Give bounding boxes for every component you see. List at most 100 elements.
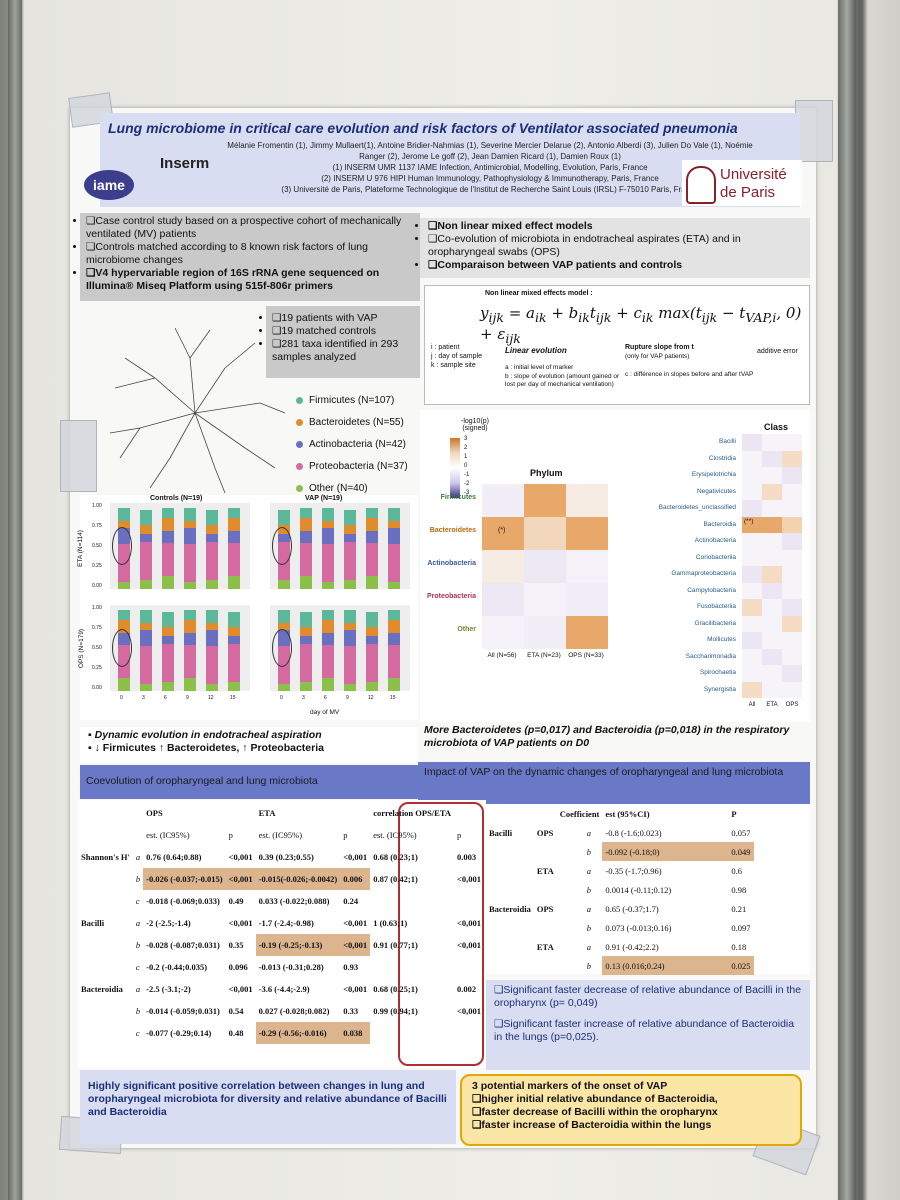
table-cell: [534, 842, 557, 861]
affiliation: (1) INSERM UMR 1137 IAME Infection, Anti…: [332, 163, 648, 172]
iame-logo: iame: [84, 170, 134, 200]
legend-dot-icon: [296, 396, 303, 404]
table-cell: -0.015(-0.026;-0.0042): [255, 868, 341, 890]
finding-item: Significant faster increase of relative …: [494, 1018, 802, 1044]
stacked-bar-segment: [300, 543, 312, 576]
stacked-bar-segment: [278, 510, 290, 525]
table-cell: 1 (0.63;1): [373, 918, 408, 928]
table-subheader: p: [343, 830, 348, 840]
author-list: Mélanie Fromentin (1), Jimmy Mullaert(1)…: [227, 141, 753, 161]
stacked-bar-segment: [162, 531, 174, 543]
bacteroidetes-finding: More Bacteroidetes (p=0,017) and Bactero…: [424, 724, 790, 749]
legend-label: Bacteroidetes (N=55): [309, 417, 404, 428]
table-cell: c: [135, 896, 140, 906]
table-cell: 0.057: [731, 827, 751, 838]
table-row: c -0.2 (-0.44;0.035) 0.096 -0.013 (-0.31;0.…: [78, 956, 484, 978]
table-subheader-row: est. (IC95%) p est. (IC95%) p est. (IC95%) p: [78, 824, 484, 846]
table-row: ETA a -0.35 (-1.7;0.96) 0.6: [486, 861, 754, 880]
stacked-bar-segment: [228, 636, 240, 644]
legend-label: Actinobacteria (N=42): [309, 439, 406, 450]
table-row: Shannon's H' a 0.76 (0.64;0.88) <0,001 0.39 …: [78, 846, 484, 868]
table-cell: 0.049: [728, 842, 754, 861]
stacked-bar-segment: [140, 510, 152, 525]
table-cell: -1.7 (-2.4;-0.98): [258, 918, 314, 928]
table-cell: <0,001: [225, 868, 256, 890]
impact-table: Coefficient est (95%CI) P Bacilli OPS a -0.8 (…: [486, 804, 754, 975]
stacked-bar-segment: [278, 623, 290, 630]
table-cell: -0.8 (-1.6;0.023): [605, 827, 662, 838]
table-cell: <0,001: [457, 1006, 481, 1016]
table-row: b -0.092 (-0.18;0) 0.049: [486, 842, 754, 861]
inserm-logo: Inserm: [160, 155, 210, 172]
model-note-j: j : day of sample: [431, 353, 482, 360]
stacked-bar-segment: [140, 630, 152, 646]
authors: Mélanie Fromentin (1), Jimmy Mullaert(1)…: [220, 140, 760, 195]
phylum-column-label: ETA (N=23): [527, 652, 561, 659]
x-tick: 9: [346, 695, 349, 701]
class-label: Fusobacteriia: [696, 603, 736, 610]
class-heat-cell: [762, 500, 782, 517]
table-header: [454, 802, 484, 824]
class-heat-cell: [742, 549, 762, 566]
table-cell: 0.006: [340, 868, 371, 890]
stacked-bar-segment: [322, 544, 334, 582]
stacked-bar-segment: [228, 518, 240, 531]
poster-title: Lung microbiome in critical care evoluti…: [108, 120, 738, 136]
table-cell: -0.013 (-0.31;0.28): [258, 962, 324, 972]
table-cell: b: [586, 884, 591, 895]
table-cell: 0.91 (0.77;1): [373, 940, 418, 950]
table-header: [226, 802, 256, 824]
class-heat-cell: [782, 582, 802, 599]
phylum-heat-cell: [482, 550, 524, 583]
class-heat-cell: [782, 566, 802, 583]
table-cell: 0.003: [457, 852, 477, 862]
coevolution-table: OPS ETA correlation OPS/ETA est. (IC95%) p es…: [78, 802, 484, 1044]
table-cell: Bacilli: [81, 918, 105, 928]
table-cell: 0.49: [228, 896, 244, 906]
table-cell: b: [135, 1006, 141, 1016]
y-tick: 0.75: [92, 625, 102, 631]
right-metal-rail: [838, 0, 856, 1200]
highlight-ellipse: [272, 629, 292, 667]
heatmap-scale-tick: 1: [464, 454, 468, 460]
phylum-star: (*): [498, 527, 506, 534]
class-heat-cell: [742, 632, 762, 649]
legend-entry: Other (N=40): [296, 478, 416, 500]
stacked-bar-segment: [140, 542, 152, 580]
stacked-bar-segment: [184, 610, 196, 620]
stacked-bar-segment: [140, 525, 152, 534]
class-heat-cell: [782, 549, 802, 566]
phylum-heat-cell: [524, 550, 566, 583]
table-subheader: est. (IC95%): [146, 830, 190, 840]
table-cell: 0.87 (0.42;1): [373, 874, 418, 884]
stacked-bar-segment: [162, 518, 174, 531]
phylum-column-label: All (N=56): [487, 652, 517, 659]
phylum-label: Other: [457, 626, 476, 633]
stacked-bar-segment: [388, 678, 400, 691]
table-cell: 0.35: [228, 940, 244, 950]
table-subheader: p: [228, 830, 233, 840]
phylum-label: Firmicutes: [440, 494, 476, 501]
y-axis-label: OPS (N=179): [78, 628, 86, 669]
phylum-heat-cell: [524, 616, 566, 649]
x-tick: 15: [230, 695, 236, 701]
stacked-bar-segment: [228, 576, 240, 589]
phylum-column-label: OPS (N=33): [568, 652, 604, 659]
x-tick: 6: [164, 695, 167, 701]
methods-item: Controls matched according to 8 known ri…: [86, 241, 414, 267]
class-heat-cell: [782, 599, 802, 616]
phylum-label: Bacteroidetes: [429, 527, 476, 534]
stacked-bar-segment: [278, 610, 290, 623]
table-row: b 0.0014 (-0.11;0.12) 0.98: [486, 880, 754, 899]
stacked-bar-segment: [184, 678, 196, 691]
table-cell: <0,001: [343, 852, 368, 862]
table-subheader: est. (IC95%): [258, 830, 303, 840]
class-column-label: OPS: [785, 702, 799, 708]
y-tick: 0.50: [92, 645, 102, 651]
phylum-heat-cell: [524, 484, 566, 517]
class-label: Mollicutes: [707, 636, 736, 643]
stacked-bar-segment: [118, 582, 130, 589]
stacked-bar-segment: [388, 645, 400, 678]
stacked-bar-segment: [118, 521, 130, 528]
table-row: Bacilli a -2 (-2.5;-1.4) <0,001 -1.7 (-2.4;-…: [78, 912, 484, 934]
